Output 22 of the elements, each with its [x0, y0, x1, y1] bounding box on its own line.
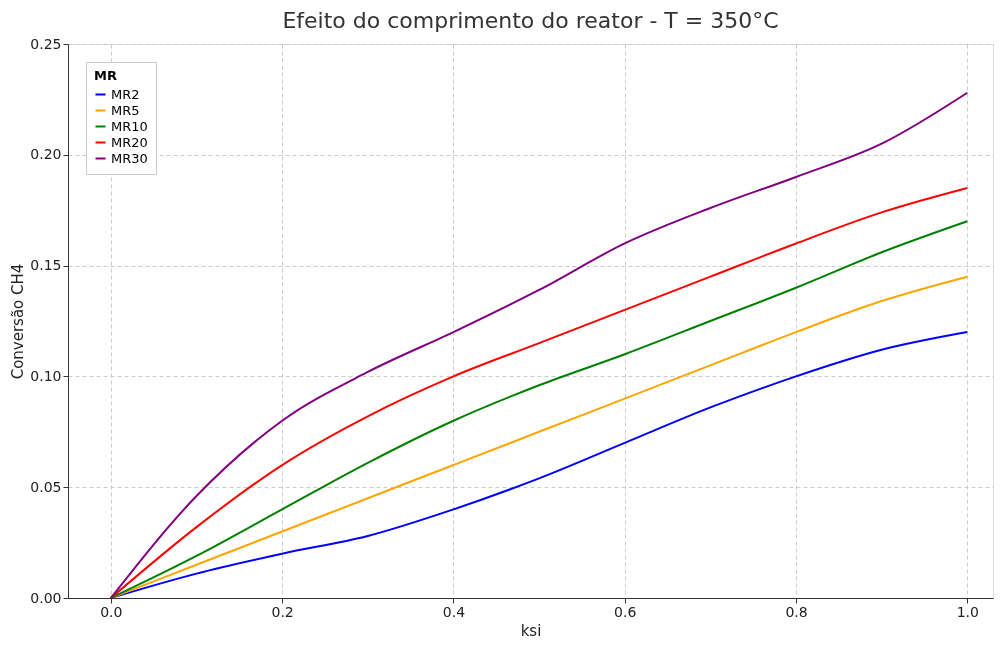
y-tick-label: 0.20 [30, 146, 62, 163]
x-tick-label: 0.8 [785, 603, 808, 620]
y-tick-label: 0.15 [30, 257, 62, 274]
chart-title: Efeito do comprimento do reator - T = 350°C [282, 8, 779, 33]
y-axis-title: Conversão CH4 [9, 263, 28, 380]
x-tick-label: 0.6 [614, 603, 637, 620]
x-axis-title: ksi [520, 621, 542, 640]
legend-title: MR [94, 68, 117, 83]
x-tick-label: 0.2 [271, 603, 294, 620]
y-tick-label: 0.25 [30, 35, 62, 52]
legend-label: MR30 [111, 150, 148, 166]
y-tick-label: 0.10 [30, 367, 62, 384]
y-tick-label: 0.00 [30, 589, 62, 606]
legend-label: MR10 [111, 118, 148, 134]
legend-label: MR2 [111, 86, 140, 102]
x-tick-label: 0.4 [442, 603, 466, 620]
y-tick-label: 0.05 [30, 478, 62, 495]
line-series [109, 91, 969, 598]
legend-label: MR5 [111, 102, 140, 118]
legend-label: MR20 [111, 134, 148, 150]
x-tick-label: 0.0 [100, 603, 123, 620]
x-tick-label: 1.0 [956, 603, 979, 620]
